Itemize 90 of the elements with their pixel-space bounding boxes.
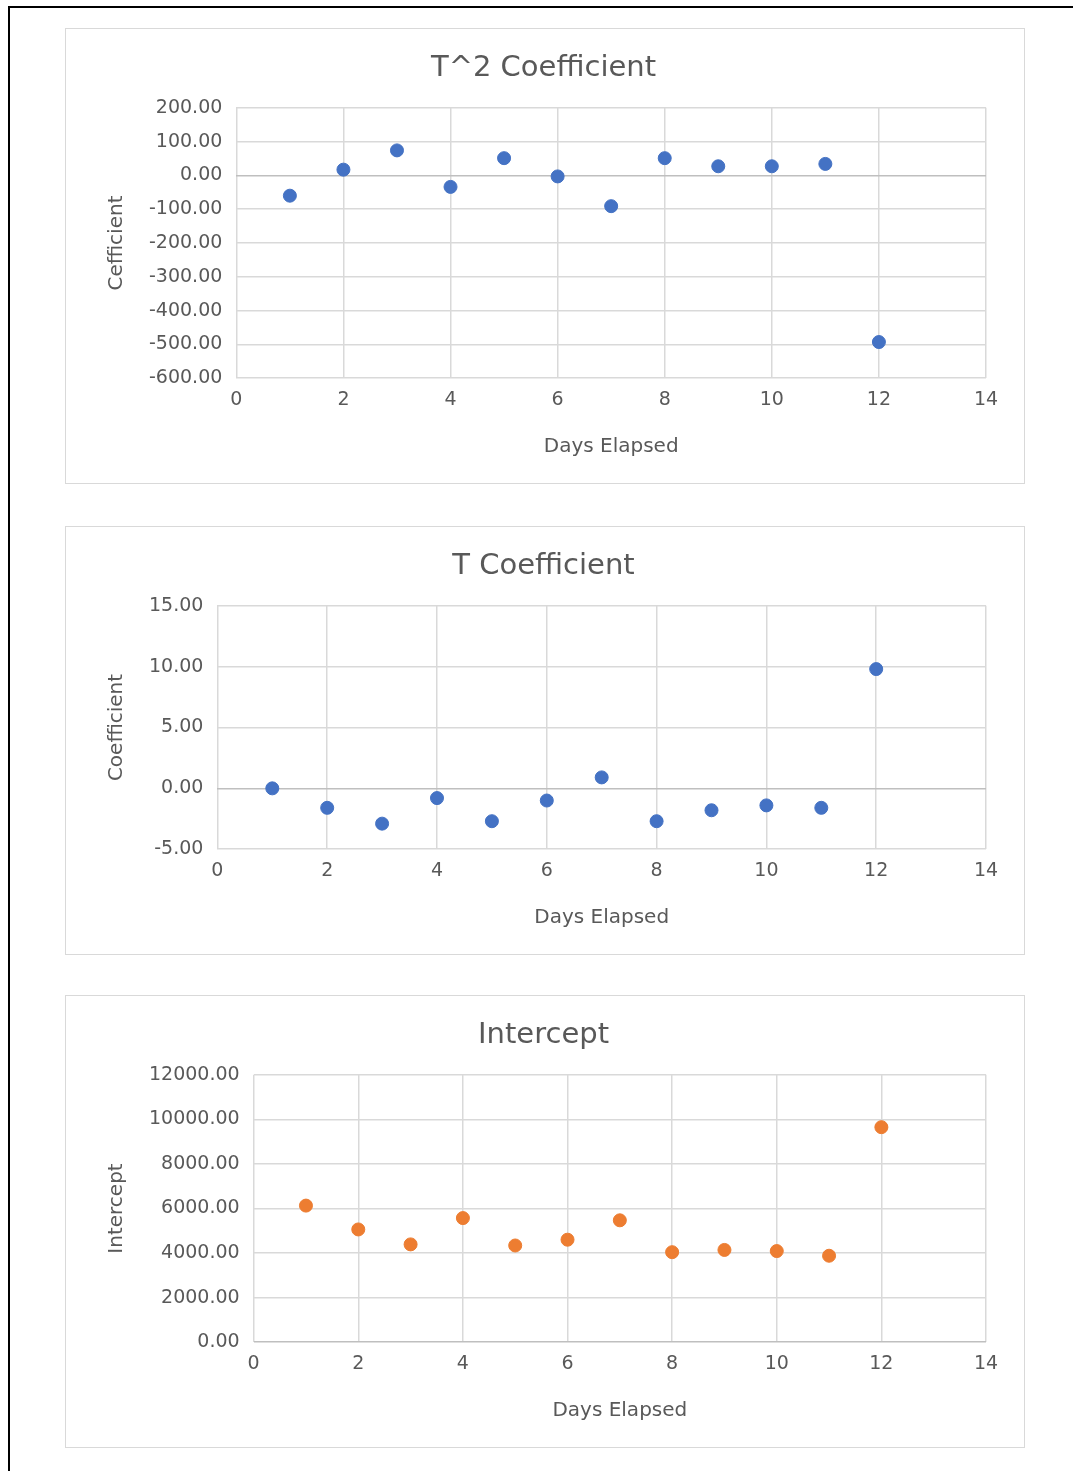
point [298, 1198, 313, 1213]
point [455, 1211, 470, 1226]
x-axis-title: Days Elapsed [552, 1397, 688, 1422]
point [550, 169, 565, 184]
point [649, 814, 664, 829]
point [711, 159, 726, 174]
point [594, 770, 609, 785]
y-tick-label: 6000.00 [161, 1195, 240, 1218]
y-tick-label: 0.00 [197, 1329, 240, 1352]
y-tick-label: 100.00 [155, 128, 223, 151]
x-tick-label: 6 [561, 1350, 574, 1373]
x-tick-label: 4 [430, 857, 444, 880]
x-tick-label: 6 [551, 386, 564, 409]
chart-title: Intercept [478, 1015, 609, 1050]
x-tick-label: 12 [864, 857, 889, 880]
x-tick-label: 8 [650, 857, 663, 880]
point [539, 793, 554, 808]
x-tick-label: 0 [211, 857, 224, 880]
y-axis-title: Cefficient [103, 195, 128, 291]
y-tick-label: 12000.00 [148, 1061, 240, 1084]
y-tick-label: 5.00 [161, 714, 204, 737]
y-tick-label: 2000.00 [161, 1284, 240, 1307]
chart-title: T Coefficient [451, 546, 635, 581]
point [351, 1222, 366, 1237]
x-tick-label: 14 [973, 857, 999, 880]
point [497, 151, 512, 166]
point [657, 151, 672, 166]
x-tick-label: 14 [973, 1350, 999, 1373]
x-tick-label: 8 [666, 1350, 679, 1373]
x-tick-label: 4 [456, 1350, 469, 1373]
point [818, 156, 833, 171]
y-tick-label: 10000.00 [148, 1106, 240, 1129]
y-tick-label: -200.00 [148, 229, 223, 252]
point [717, 1242, 732, 1257]
point [871, 335, 886, 350]
x-tick-label: 10 [759, 386, 784, 409]
x-tick-label: 8 [658, 386, 671, 409]
y-tick-label: -300.00 [148, 263, 223, 286]
y-tick-label: 200.00 [155, 94, 223, 117]
point [612, 1213, 627, 1228]
point [282, 188, 297, 203]
point [604, 199, 619, 214]
y-tick-label: 0.00 [180, 162, 223, 185]
point [375, 816, 390, 831]
point [560, 1232, 575, 1247]
x-tick-label: 2 [352, 1350, 365, 1373]
chart-title: T^2 Coefficient [429, 48, 657, 83]
x-tick-label: 2 [337, 386, 350, 409]
x-tick-label: 6 [540, 857, 553, 880]
y-tick-label: -500.00 [148, 331, 223, 354]
x-tick-label: 0 [247, 1350, 260, 1373]
y-axis-title: Coefficient [103, 673, 128, 782]
point [389, 143, 404, 158]
y-tick-label: 4000.00 [161, 1240, 240, 1262]
y-tick-label: 0.00 [161, 775, 204, 798]
y-tick-label: -600.00 [148, 365, 223, 388]
x-tick-label: 14 [973, 386, 999, 409]
point [769, 1244, 784, 1259]
x-tick-label: 4 [444, 386, 457, 409]
point [265, 781, 280, 796]
point [320, 800, 335, 815]
x-tick-label: 0 [230, 386, 243, 409]
point [764, 159, 779, 174]
x-tick-label: 10 [764, 1350, 789, 1373]
y-tick-label: -400.00 [148, 297, 223, 320]
point [704, 803, 719, 818]
point [430, 791, 444, 806]
point [443, 179, 458, 194]
point [508, 1238, 523, 1253]
x-tick-label: 12 [869, 1350, 894, 1373]
point [336, 162, 351, 177]
x-tick-label: 10 [754, 857, 779, 880]
point [759, 798, 774, 813]
point [869, 662, 884, 677]
x-axis-title: Days Elapsed [543, 433, 679, 458]
x-tick-label: 12 [866, 386, 891, 409]
point [814, 800, 829, 815]
x-axis-title: Days Elapsed [534, 904, 670, 929]
point [484, 814, 499, 829]
y-axis-title: Intercept [103, 1163, 128, 1254]
point [874, 1120, 889, 1135]
y-tick-label: -5.00 [154, 836, 204, 859]
y-tick-label: 10.00 [148, 653, 204, 676]
point [822, 1248, 837, 1263]
y-tick-label: 15.00 [148, 592, 204, 615]
x-tick-label: 2 [321, 857, 334, 880]
y-tick-label: -100.00 [148, 196, 223, 219]
y-tick-label: 8000.00 [161, 1150, 240, 1173]
point [665, 1245, 680, 1260]
point [403, 1237, 418, 1252]
